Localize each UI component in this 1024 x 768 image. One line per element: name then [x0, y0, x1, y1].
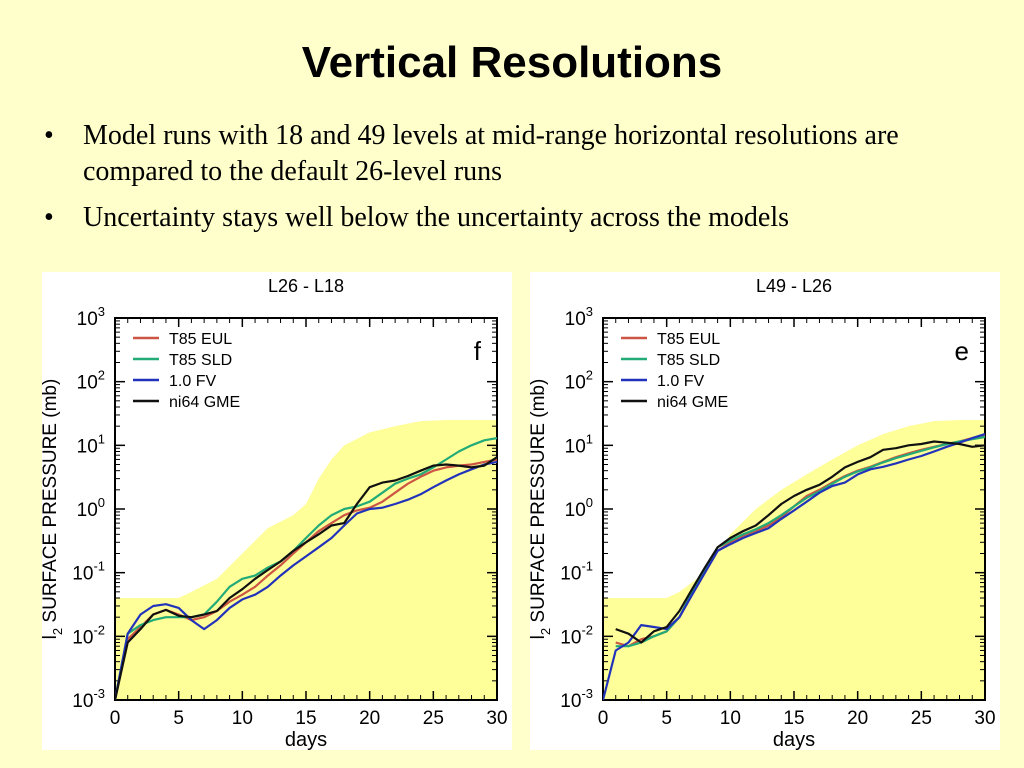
- legend-label: T85 SLD: [169, 352, 232, 369]
- bullet-text: Model runs with 18 and 49 levels at mid-…: [83, 120, 899, 187]
- panel-letter: e: [955, 336, 969, 366]
- y-tick-label: 101: [77, 431, 105, 457]
- y-tick-label: 10-2: [560, 622, 593, 648]
- legend-label: 1.0 FV: [657, 373, 704, 390]
- uncertainty-band: [603, 419, 985, 700]
- y-tick-label: 10-1: [72, 559, 105, 585]
- chart-panel-l49-l26: L49 - L26 e 0 5 10 15 20 25 30 10-3 10-2 10-1 100 101…: [530, 272, 1000, 750]
- x-tick-label: 5: [173, 708, 184, 729]
- x-tick-label: 20: [847, 708, 868, 729]
- y-tick-label: 103: [77, 304, 105, 330]
- x-tick-label: 25: [423, 708, 444, 729]
- bullet-text: Uncertainty stays well below the uncerta…: [83, 202, 790, 233]
- bullet-dot-icon: •: [44, 202, 54, 233]
- x-axis-label: days: [773, 729, 815, 750]
- series-line: [615, 440, 985, 644]
- bullet-dot-icon: •: [44, 120, 54, 151]
- x-tick-label: 15: [295, 708, 316, 729]
- chart-svg: L49 - L26 e 0 5 10 15 20 25 30 10-3 10-2 10-1 100 101…: [530, 276, 996, 750]
- bullet-item: • Model runs with 18 and 49 levels at mi…: [40, 118, 990, 190]
- chart-title: L49 - L26: [756, 276, 832, 296]
- bullet-list: • Model runs with 18 and 49 levels at mi…: [40, 118, 990, 246]
- x-tick-label: 10: [232, 708, 253, 729]
- legend-label: T85 EUL: [657, 331, 720, 348]
- x-tick-label: 5: [661, 708, 672, 729]
- series-line: [115, 460, 497, 700]
- x-tick-label: 0: [598, 708, 609, 729]
- x-tick-label: 15: [783, 708, 804, 729]
- series-line: [603, 433, 985, 700]
- x-axis-label: days: [285, 729, 327, 750]
- y-tick-label: 101: [565, 431, 593, 457]
- series-line: [115, 437, 497, 700]
- legend-label: ni64 GME: [657, 394, 728, 411]
- bullet-item: • Uncertainty stays well below the uncer…: [40, 200, 990, 236]
- x-tick-label: 25: [911, 708, 932, 729]
- slide-title: Vertical Resolutions: [301, 38, 723, 87]
- y-tick-label: 102: [565, 368, 593, 394]
- y-tick-label: 10-3: [72, 686, 105, 712]
- y-tick-label: 10-2: [72, 622, 105, 648]
- legend-label: T85 EUL: [169, 331, 232, 348]
- x-tick-label: 10: [720, 708, 741, 729]
- y-tick-label: 10-3: [560, 686, 593, 712]
- y-tick-label: 102: [77, 368, 105, 394]
- legend-label: ni64 GME: [169, 394, 240, 411]
- y-tick-label: 100: [77, 495, 105, 521]
- x-tick-label: 20: [359, 708, 380, 729]
- x-tick-label: 30: [486, 708, 507, 729]
- y-tick-label: 100: [565, 495, 593, 521]
- legend-label: T85 SLD: [657, 352, 720, 369]
- y-axis-label: l2 SURFACE PRESSURE (mb): [42, 379, 65, 640]
- chart-panel-l26-l18: L26 - L18 f 0 5 10 15 20 25 30 10-3 10-2 10-1 100 101…: [42, 272, 512, 750]
- y-tick-label: 103: [565, 304, 593, 330]
- panel-letter: f: [474, 336, 482, 366]
- chart-title: L26 - L18: [268, 276, 344, 296]
- x-tick-label: 0: [110, 708, 121, 729]
- chart-svg: L26 - L18 f 0 5 10 15 20 25 30 10-3 10-2 10-1 100 101…: [42, 276, 508, 750]
- y-tick-label: 10-1: [560, 559, 593, 585]
- uncertainty-band: [115, 419, 497, 700]
- x-tick-label: 30: [974, 708, 995, 729]
- legend-label: 1.0 FV: [169, 373, 216, 390]
- y-axis-label: l2 SURFACE PRESSURE (mb): [530, 379, 553, 640]
- series-line: [115, 456, 497, 700]
